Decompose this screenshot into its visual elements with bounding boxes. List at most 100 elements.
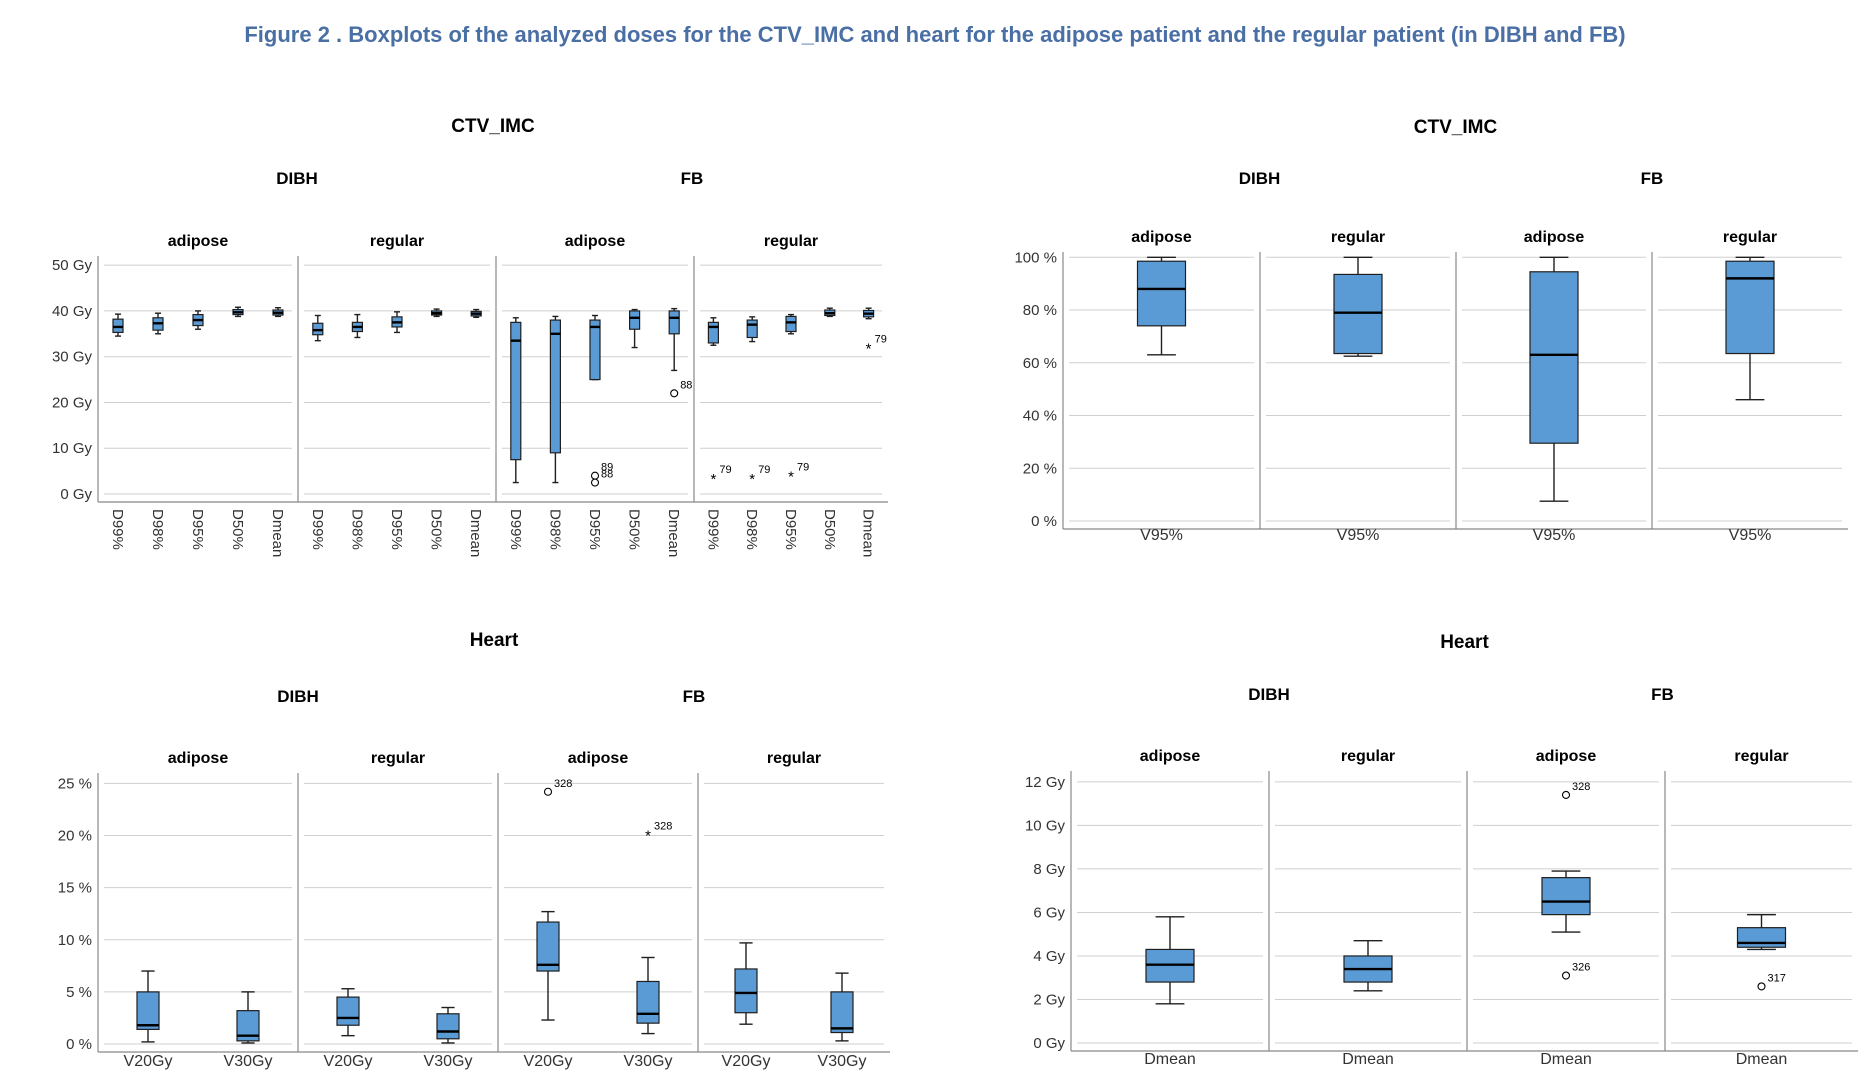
outlier-label: 89 <box>601 462 613 474</box>
panel-label: regular <box>370 233 424 250</box>
x-tick-label: D98% <box>743 509 760 550</box>
panel-label: regular <box>1331 229 1385 246</box>
x-tick-label: D99% <box>109 509 126 550</box>
y-tick-label: 30 Gy <box>52 349 93 366</box>
group-label: DIBH <box>1239 169 1281 188</box>
x-tick-label: Dmean <box>467 509 484 557</box>
box <box>746 319 758 339</box>
panel-label: adipose <box>1131 229 1192 246</box>
x-tick-label: D95% <box>189 509 206 550</box>
x-tick-label: V95% <box>1729 527 1772 544</box>
y-tick-label: 10 % <box>58 932 92 949</box>
x-tick-label: D95% <box>586 509 603 550</box>
box <box>510 321 522 461</box>
outlier-star: * <box>866 341 872 358</box>
x-tick-label: V95% <box>1533 527 1576 544</box>
x-tick-label: D98% <box>348 509 365 550</box>
x-tick-label: D50% <box>626 509 643 550</box>
panel-label: regular <box>1341 748 1395 765</box>
x-tick-label: Dmean <box>269 509 286 557</box>
group-label: DIBH <box>277 687 319 706</box>
outlier-label: 88 <box>601 469 613 481</box>
panel-label: adipose <box>168 750 229 767</box>
outlier-star: * <box>788 469 794 486</box>
box <box>549 319 562 454</box>
y-tick-label: 100 % <box>1014 249 1057 266</box>
x-tick-label: Dmean <box>1144 1051 1196 1068</box>
group-label: DIBH <box>1248 685 1290 704</box>
x-tick-label: Dmean <box>1540 1051 1592 1068</box>
outlier-star: * <box>710 471 716 488</box>
group-label: FB <box>1651 685 1674 704</box>
panel-label: regular <box>371 750 425 767</box>
panel-label: adipose <box>1524 229 1585 246</box>
y-tick-label: 4 Gy <box>1033 948 1065 965</box>
panel-label: regular <box>767 750 821 767</box>
x-tick-label: V20Gy <box>124 1053 173 1070</box>
x-tick-label: D98% <box>149 509 166 550</box>
box <box>1725 260 1775 355</box>
x-tick-label: D98% <box>546 509 563 550</box>
box <box>628 310 641 330</box>
y-tick-label: 25 % <box>58 775 92 792</box>
panel-label: adipose <box>1140 748 1201 765</box>
box <box>1333 273 1383 355</box>
box <box>536 921 560 972</box>
box <box>1736 927 1787 948</box>
group-label: DIBH <box>276 169 318 188</box>
x-tick-label: V95% <box>1337 527 1380 544</box>
panel-label: regular <box>1723 229 1777 246</box>
chart-title: CTV_IMC <box>1414 117 1498 138</box>
chart-title: Heart <box>470 630 519 651</box>
y-tick-label: 80 % <box>1023 302 1057 319</box>
box <box>336 996 360 1026</box>
outlier-circle <box>1561 790 1571 799</box>
outlier-label: 79 <box>719 464 731 476</box>
y-tick-label: 40 Gy <box>52 303 93 320</box>
y-tick-label: 6 Gy <box>1033 904 1065 921</box>
x-tick-label: D99% <box>704 509 721 550</box>
x-tick-label: D50% <box>428 509 445 550</box>
y-tick-label: 20 % <box>1023 460 1057 477</box>
outlier-star: * <box>749 471 755 488</box>
panel-label: regular <box>764 233 818 250</box>
x-tick-label: Dmean <box>860 509 877 557</box>
x-tick-label: D50% <box>821 509 838 550</box>
y-tick-label: 2 Gy <box>1033 991 1065 1008</box>
box <box>1136 260 1187 327</box>
outlier-star: * <box>645 827 651 844</box>
group-label: FB <box>1641 169 1664 188</box>
x-tick-label: V30Gy <box>424 1053 473 1070</box>
box <box>589 319 601 381</box>
outlier-circle <box>543 787 553 796</box>
outlier-circle <box>590 471 600 480</box>
group-label: FB <box>683 687 706 706</box>
y-tick-label: 12 Gy <box>1025 774 1066 791</box>
y-tick-label: 5 % <box>66 984 92 1001</box>
panel-label: adipose <box>1536 748 1597 765</box>
outlier-label: 328 <box>1572 781 1590 793</box>
outlier-label: 79 <box>797 462 809 474</box>
chart-title: Heart <box>1440 632 1489 653</box>
x-tick-label: D95% <box>388 509 405 550</box>
outlier-circle <box>1561 971 1571 980</box>
box <box>668 310 680 335</box>
x-tick-label: V20Gy <box>524 1053 573 1070</box>
y-tick-label: 0 Gy <box>60 486 92 503</box>
box <box>707 321 720 344</box>
y-tick-label: 15 % <box>58 880 92 897</box>
box <box>236 1010 260 1042</box>
y-tick-label: 20 Gy <box>52 394 93 411</box>
x-tick-label: V30Gy <box>224 1053 273 1070</box>
panel-label: regular <box>1734 748 1788 765</box>
x-tick-label: V20Gy <box>722 1053 771 1070</box>
x-tick-label: Dmean <box>665 509 682 557</box>
x-tick-label: Dmean <box>1342 1051 1394 1068</box>
x-tick-label: D95% <box>782 509 799 550</box>
y-tick-label: 10 Gy <box>52 440 93 457</box>
y-tick-label: 10 Gy <box>1025 817 1066 834</box>
box <box>136 991 160 1031</box>
outlier-label: 328 <box>654 820 672 832</box>
x-tick-label: D99% <box>507 509 524 550</box>
